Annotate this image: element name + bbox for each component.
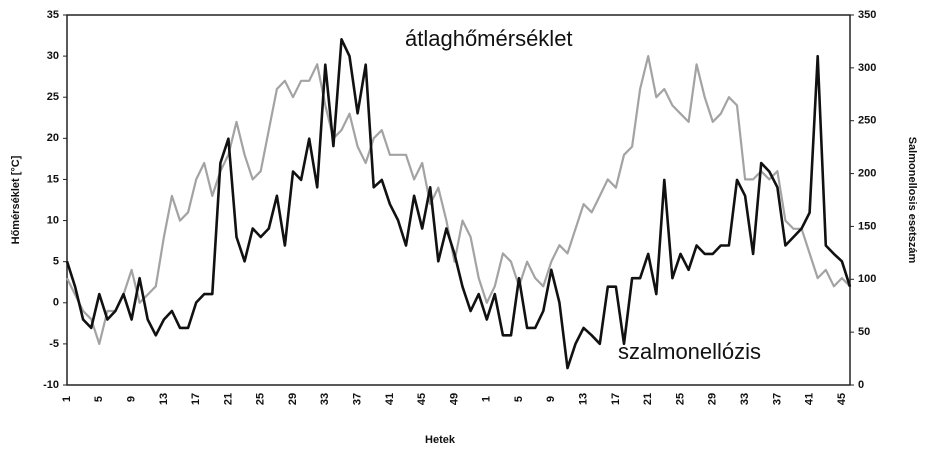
y2-tick-label: 350 — [858, 9, 876, 21]
annotation: átlaghőmérséklet — [405, 26, 573, 51]
annotation: szalmonellózis — [618, 339, 761, 364]
x-tick-label: 33 — [739, 393, 751, 405]
y-tick-label: 20 — [47, 132, 59, 144]
x-tick-label: 45 — [416, 393, 428, 405]
y2-tick-label: 0 — [858, 379, 864, 391]
y2-tick-label: 100 — [858, 273, 876, 285]
y-tick-label: 30 — [47, 50, 59, 62]
x-tick-label: 21 — [222, 393, 234, 405]
x-axis-title: Hetek — [425, 434, 456, 446]
y-tick-label: 35 — [47, 9, 59, 21]
y2-tick-label: 50 — [858, 326, 870, 338]
y2-tick-label: 150 — [858, 220, 876, 232]
x-tick-label: 25 — [674, 393, 686, 405]
y-tick-label: 15 — [47, 173, 59, 185]
x-tick-label: 25 — [255, 393, 267, 405]
y-tick-label: 0 — [53, 297, 59, 309]
x-tick-label: 9 — [545, 396, 557, 402]
y-tick-label: 25 — [47, 91, 59, 103]
x-tick-label: 45 — [836, 393, 848, 405]
y-tick-label: 5 — [53, 256, 59, 268]
x-tick-label: 37 — [352, 393, 364, 405]
y2-axis-title: Salmonellosis esetszám — [906, 137, 918, 264]
x-tick-label: 1 — [61, 396, 73, 402]
y-tick-label: 10 — [47, 214, 59, 226]
y2-tick-label: 250 — [858, 115, 876, 127]
x-tick-label: 21 — [642, 393, 654, 405]
x-tick-label: 1 — [481, 396, 493, 402]
x-tick-label: 49 — [448, 393, 460, 405]
x-tick-label: 17 — [190, 393, 202, 405]
x-tick-label: 13 — [578, 393, 590, 405]
x-tick-label: 41 — [804, 393, 816, 405]
x-tick-label: 9 — [125, 396, 137, 402]
x-tick-label: 5 — [513, 396, 525, 402]
x-tick-label: 13 — [158, 393, 170, 405]
plot-frame — [66, 14, 851, 386]
y-tick-label: -10 — [43, 379, 59, 391]
x-tick-label: 37 — [771, 393, 783, 405]
series-line — [65, 38, 852, 370]
y-tick-label: -5 — [49, 338, 59, 350]
x-tick-label: 17 — [610, 393, 622, 405]
x-tick-label: 5 — [93, 396, 105, 402]
y2-tick-label: 300 — [858, 62, 876, 74]
x-tick-label: 41 — [384, 393, 396, 405]
x-tick-label: 33 — [319, 393, 331, 405]
x-tick-label: 29 — [287, 393, 299, 405]
y-axis-title: Hőmérséklet [°C] — [10, 155, 22, 244]
y2-tick-label: 200 — [858, 167, 876, 179]
series-line — [66, 55, 851, 345]
x-tick-label: 29 — [707, 393, 719, 405]
